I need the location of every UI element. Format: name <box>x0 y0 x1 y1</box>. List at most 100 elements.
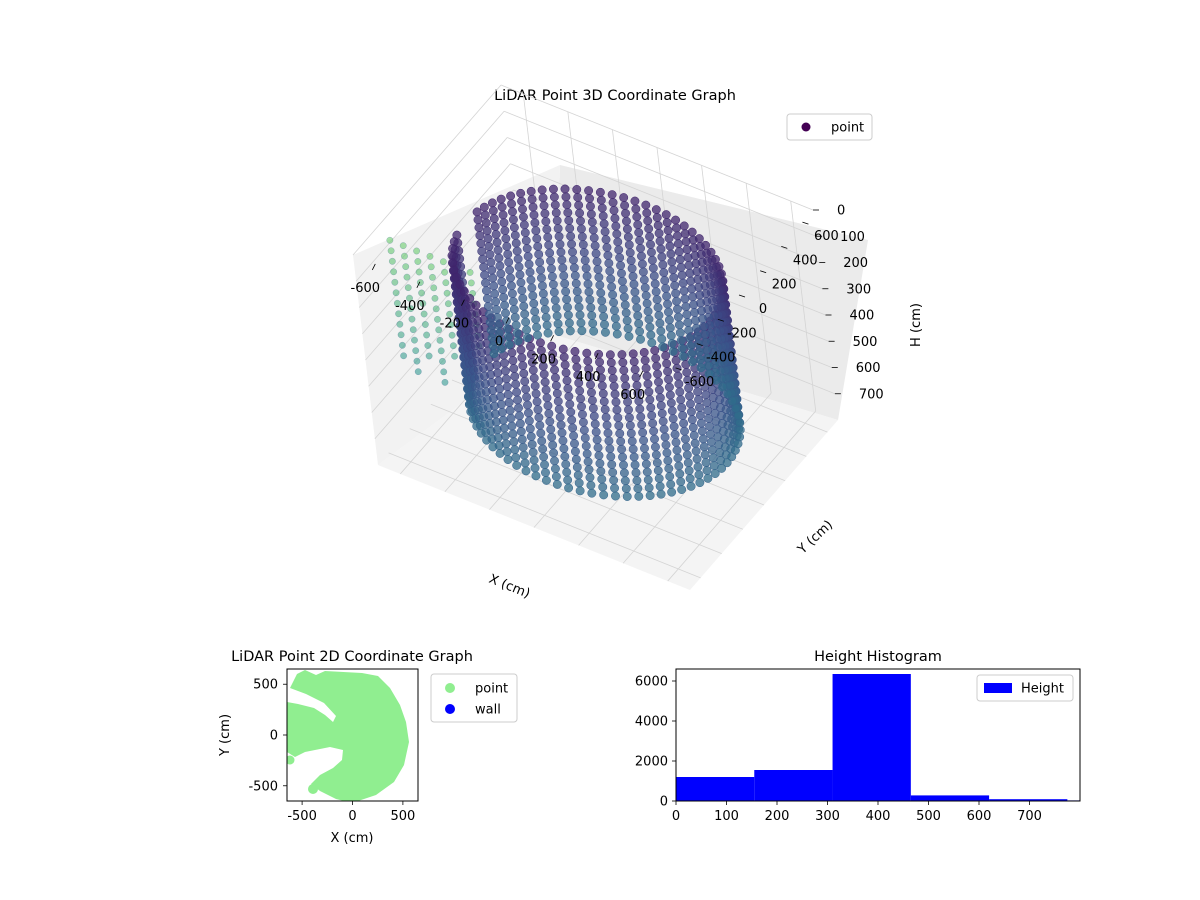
data-point <box>607 366 617 375</box>
data-point <box>625 248 635 258</box>
data-point <box>499 218 509 228</box>
data-point <box>654 473 664 483</box>
data-point <box>633 311 643 321</box>
data-point <box>401 252 408 260</box>
data-point <box>656 489 666 499</box>
x-tick-label: 600 <box>620 388 645 403</box>
data-point <box>605 266 615 276</box>
data-point <box>518 442 528 452</box>
data-point <box>602 420 612 430</box>
data-point <box>529 373 539 383</box>
grid-line <box>667 410 817 582</box>
x-tick-hist-label: 100 <box>714 809 739 824</box>
data-point <box>658 260 668 270</box>
data-point <box>535 420 545 430</box>
data-point <box>593 443 603 453</box>
data-point <box>618 284 628 294</box>
y-tick-label: 200 <box>772 278 797 293</box>
data-point <box>647 255 657 265</box>
data-point <box>665 241 675 251</box>
data-point <box>526 432 536 441</box>
data-point <box>508 356 518 366</box>
data-point <box>557 255 567 265</box>
data-point <box>670 429 680 439</box>
data-point <box>565 399 575 409</box>
data-point <box>516 427 526 436</box>
data-point <box>510 445 520 455</box>
data-point <box>553 224 563 233</box>
data-point <box>676 336 686 346</box>
data-point <box>607 282 617 292</box>
data-point <box>627 436 637 446</box>
data-point <box>689 430 699 440</box>
data-point <box>495 384 505 394</box>
data-point <box>479 262 489 272</box>
data-point <box>657 408 667 418</box>
data-point <box>552 216 562 226</box>
data-point <box>678 351 688 361</box>
data-point <box>685 268 695 278</box>
data-point <box>669 422 679 431</box>
data-point <box>504 257 514 267</box>
legend-height-swatch <box>984 683 1012 693</box>
data-point <box>672 445 682 455</box>
data-point <box>541 385 551 395</box>
data-point <box>666 398 676 408</box>
data-point <box>574 478 584 488</box>
legend-height-label: Height <box>1021 682 1064 697</box>
data-point <box>415 268 423 276</box>
data-point <box>676 262 686 272</box>
data-point <box>530 218 540 228</box>
data-point <box>466 268 474 276</box>
data-point <box>695 410 705 420</box>
grid-line <box>362 163 511 335</box>
legend-histogram: Height <box>976 674 1074 702</box>
data-point <box>506 273 515 283</box>
data-point <box>651 287 661 297</box>
data-point <box>672 296 681 306</box>
data-point <box>530 307 540 316</box>
data-point <box>694 395 703 405</box>
data-point <box>489 349 499 359</box>
y-axis-label: Y (cm) <box>794 518 836 558</box>
data-point <box>523 251 533 261</box>
data-point <box>688 423 698 432</box>
data-point <box>538 193 548 203</box>
data-point <box>731 403 741 413</box>
data-point <box>545 248 555 258</box>
data-point <box>573 470 583 480</box>
data-point <box>674 247 684 257</box>
data-point <box>585 295 595 305</box>
data-point <box>386 236 394 244</box>
data-point <box>521 384 531 394</box>
data-point <box>592 257 602 266</box>
data-point <box>396 320 404 328</box>
data-point <box>533 330 542 340</box>
data-point <box>488 273 498 283</box>
data-point <box>583 457 593 467</box>
data-point <box>616 261 626 270</box>
data-point <box>686 407 696 417</box>
data-point <box>525 267 535 277</box>
data-point <box>674 320 684 330</box>
data-point <box>644 224 654 234</box>
data-point <box>533 242 543 251</box>
data-point <box>522 392 532 402</box>
grid-line <box>355 110 505 282</box>
data-point <box>585 472 595 482</box>
data-point <box>529 299 539 309</box>
data-point <box>487 265 497 275</box>
data-point <box>561 287 571 296</box>
data-point <box>626 428 636 438</box>
data-point <box>655 236 665 246</box>
x-tick <box>461 299 465 306</box>
data-point <box>481 278 490 288</box>
data-point <box>630 196 640 206</box>
data-point <box>655 318 665 328</box>
axis-ticks-2d: -500 0 500 500 0 -500 <box>248 678 415 824</box>
x-tick-2d-label: 500 <box>390 809 415 824</box>
data-point <box>419 300 427 307</box>
data-point <box>650 434 659 444</box>
data-point <box>667 487 677 497</box>
